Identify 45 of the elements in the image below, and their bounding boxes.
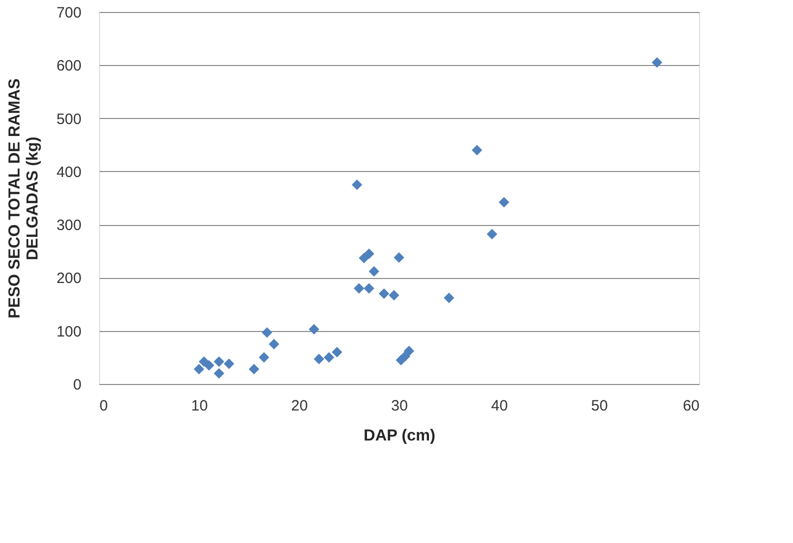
point [308, 324, 320, 335]
y-tick-label: 400 [56, 164, 82, 181]
x-tick-label: 60 [682, 398, 700, 414]
point [352, 179, 362, 190]
x-tick-label: 20 [291, 398, 308, 414]
x-tick-label: 40 [491, 398, 508, 414]
y-tick-label: 700 [56, 4, 82, 22]
point [364, 248, 374, 260]
point [258, 352, 270, 363]
point [378, 288, 390, 299]
point [652, 57, 662, 68]
point [388, 290, 400, 300]
y-tick-label: 500 [56, 110, 82, 128]
y-tick-label: 600 [56, 58, 82, 75]
point [368, 266, 380, 277]
point [194, 364, 204, 374]
y-tick-label: 100 [56, 323, 82, 340]
x-axis-title: DAP (cm) [364, 428, 436, 444]
point [268, 338, 280, 350]
y-tick-label: 300 [56, 217, 82, 234]
point [400, 351, 410, 362]
point [248, 364, 260, 374]
point [354, 283, 364, 294]
x-tick-label: 50 [591, 398, 608, 414]
x-tick-label: 10 [191, 398, 208, 414]
x-tick-label: 30 [391, 398, 408, 414]
point [444, 292, 454, 304]
point [364, 283, 374, 294]
point [262, 327, 272, 338]
point [204, 360, 214, 371]
point [314, 354, 324, 364]
point [498, 197, 510, 208]
point [224, 358, 234, 370]
point [472, 144, 482, 156]
y-tick-label: 0 [73, 376, 82, 394]
point [214, 356, 224, 367]
point [324, 352, 334, 363]
point [214, 368, 224, 379]
point [332, 346, 342, 358]
x-tick-label: 0 [100, 398, 108, 414]
point [486, 228, 498, 240]
point [404, 346, 414, 356]
y-axis-title: PESO SECO TOTAL DE RAMAS DELGADAS (kg) [6, 78, 42, 319]
point [394, 252, 404, 263]
y-tick-label: 200 [56, 270, 82, 288]
